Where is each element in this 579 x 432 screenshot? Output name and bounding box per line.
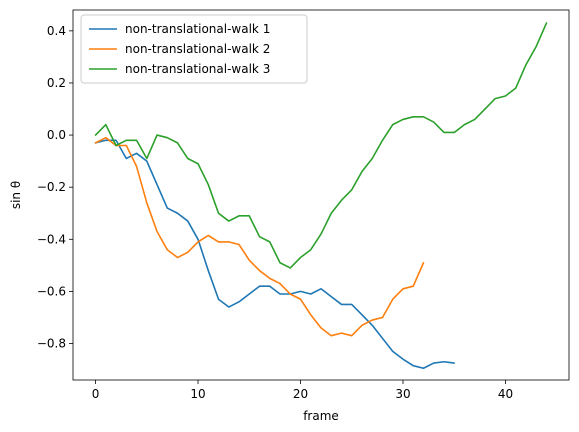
x-tick-label: 0 xyxy=(92,387,100,401)
y-tick-label: −0.8 xyxy=(37,337,66,351)
legend-label-1: non-translational-walk 1 xyxy=(125,22,270,36)
y-tick-label: −0.6 xyxy=(37,284,66,298)
legend-label-2: non-translational-walk 2 xyxy=(125,42,270,56)
legend-label-3: non-translational-walk 3 xyxy=(125,62,270,76)
y-tick-label: 0.0 xyxy=(47,128,66,142)
y-tick-label: −0.4 xyxy=(37,232,66,246)
x-tick-label: 20 xyxy=(293,387,308,401)
y-tick-label: 0.2 xyxy=(47,76,66,90)
y-tick-label: 0.4 xyxy=(47,24,66,38)
x-axis-label: frame xyxy=(303,409,339,423)
x-tick-label: 40 xyxy=(498,387,513,401)
x-tick-label: 10 xyxy=(190,387,205,401)
x-tick-label: 30 xyxy=(395,387,410,401)
y-axis-label: sin θ xyxy=(9,181,23,209)
legend: non-translational-walk 1 non-translationa… xyxy=(81,15,307,83)
y-tick-label: −0.2 xyxy=(37,180,66,194)
